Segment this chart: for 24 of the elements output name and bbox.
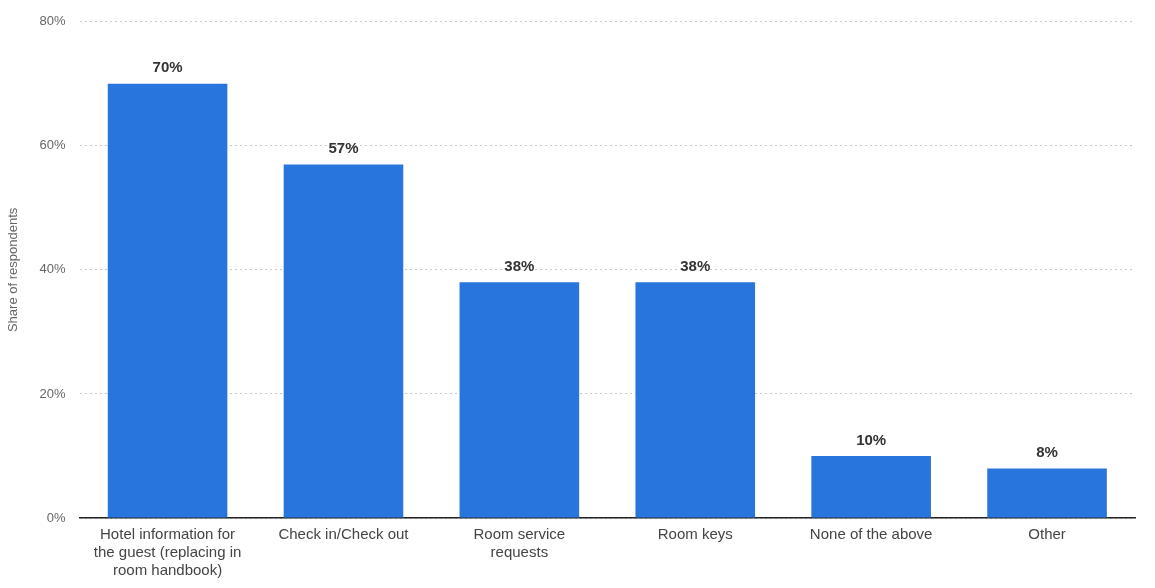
bar [635, 282, 756, 518]
x-tick-label: Hotel information for the guest (replacing in room handbook) [93, 525, 242, 579]
bar [283, 164, 404, 518]
y-tick-label: 20% [39, 385, 67, 401]
data-label: 10% [856, 430, 887, 448]
y-tick-label: 80% [39, 13, 67, 29]
y-tick-label: 60% [39, 137, 67, 153]
data-label: 8% [1036, 443, 1058, 461]
bar [811, 455, 931, 518]
bar [459, 282, 580, 518]
x-tick-label: Room service requests [473, 525, 566, 561]
x-tick-label: None of the above [809, 525, 933, 543]
data-label: 57% [328, 139, 359, 157]
bar [107, 83, 228, 518]
data-label: 38% [504, 256, 535, 274]
bar [987, 468, 1107, 518]
y-axis-title: Share of respondents [5, 207, 21, 333]
x-tick-label: Other [1028, 525, 1066, 543]
data-label: 38% [680, 256, 711, 274]
x-tick-label: Room keys [657, 525, 733, 543]
y-tick-label: 0% [46, 509, 67, 525]
data-label: 70% [152, 58, 183, 76]
x-tick-label: Check in/Check out [278, 525, 410, 543]
y-tick-label: 40% [39, 261, 67, 277]
